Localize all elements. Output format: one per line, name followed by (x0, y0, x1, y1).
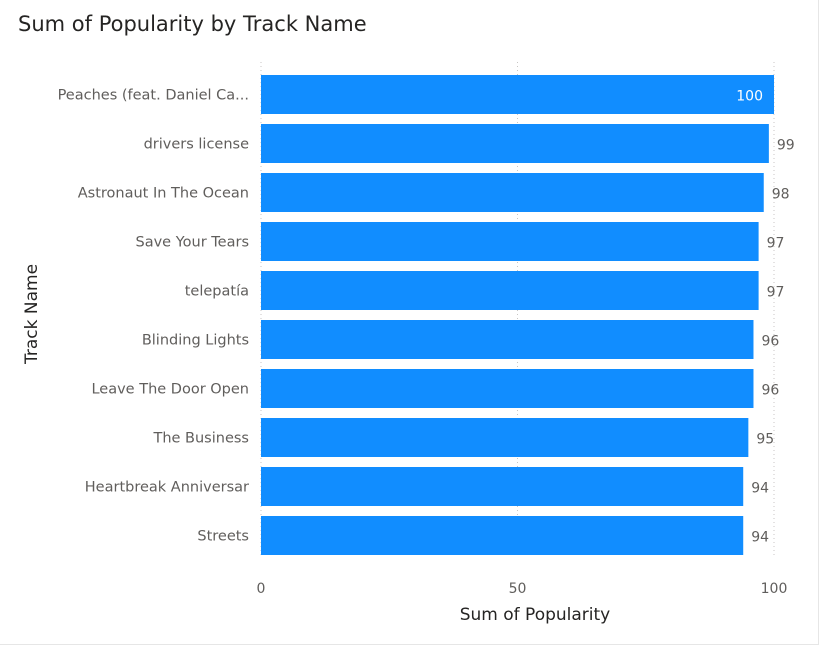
data-label: 94 (751, 481, 769, 497)
data-label: 94 (751, 530, 769, 546)
data-label: 95 (756, 432, 774, 448)
category-label: Leave The Door Open (91, 382, 249, 398)
x-axis-title: Sum of Popularity (460, 605, 611, 625)
bars (261, 75, 774, 555)
category-label: Save Your Tears (136, 235, 249, 251)
category-label: The Business (152, 431, 249, 447)
data-label: 99 (777, 138, 795, 154)
y-axis-title: Track Name (22, 264, 42, 365)
x-tick-label: 100 (761, 581, 788, 597)
data-labels: 100 99 98 97 97 96 96 95 94 94 (736, 89, 794, 546)
data-label: 98 (772, 187, 790, 203)
data-label: 97 (767, 236, 785, 252)
category-label: drivers license (144, 137, 250, 153)
chart-title: Sum of Popularity by Track Name (18, 12, 367, 36)
bar (261, 320, 754, 359)
bar (261, 467, 744, 506)
bar (261, 516, 744, 555)
category-label: Blinding Lights (142, 333, 249, 349)
bar (261, 75, 774, 114)
bar (261, 271, 759, 310)
bar (261, 173, 764, 212)
bar (261, 222, 759, 261)
category-labels: Peaches (feat. Daniel Ca... drivers licen… (58, 88, 250, 545)
x-tick-label: 0 (257, 581, 266, 597)
category-label: Peaches (feat. Daniel Ca... (58, 88, 249, 104)
bar (261, 418, 749, 457)
x-tick-label: 50 (509, 581, 527, 597)
category-label: telepatía (185, 284, 249, 300)
category-label: Heartbreak Anniversar (85, 480, 249, 496)
category-label: Streets (197, 529, 249, 545)
bar (261, 124, 769, 163)
category-label: Astronaut In The Ocean (78, 186, 249, 202)
data-label: 96 (761, 334, 779, 350)
data-label: 97 (767, 285, 785, 301)
data-label: 100 (736, 89, 763, 105)
bar (261, 369, 754, 408)
x-tick-labels: 0 50 100 (257, 581, 788, 597)
data-label: 96 (761, 383, 779, 399)
